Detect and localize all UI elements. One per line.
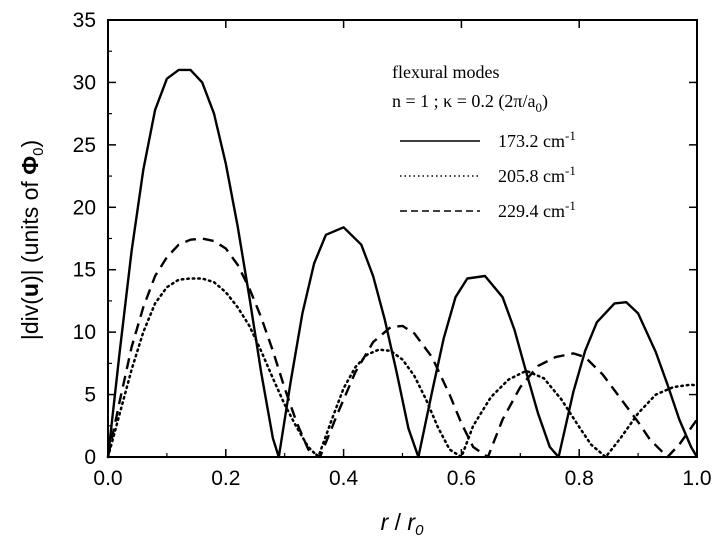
legend-label-2: 205.8 cm-1 — [498, 163, 576, 186]
y-tick-label: 20 — [73, 196, 96, 219]
legend-entry-1: 173.2 cm-1 — [400, 128, 576, 151]
y-tick-label: 30 — [73, 71, 96, 94]
y-axis-title: |div(u)| (units of Φ0) — [17, 140, 47, 340]
x-tick-label: 0.8 — [565, 467, 594, 490]
x-ticks: 0.0 0.2 0.4 0.6 0.8 1.0 — [93, 20, 712, 490]
x-tick-label: 0.4 — [329, 467, 359, 490]
plot-area: 0.0 0.2 0.4 0.6 0.8 1.0 0 5 10 15 20 25 30 35 — [73, 9, 712, 490]
y-tick-label: 35 — [73, 9, 96, 32]
legend-label-1: 173.2 cm-1 — [498, 128, 576, 151]
legend-label-3: 229.4 cm-1 — [498, 198, 576, 221]
y-tick-label: 5 — [84, 384, 96, 407]
legend-entry-3: 229.4 cm-1 — [400, 198, 576, 221]
series-line-dotted — [106, 277, 699, 459]
y-tick-label: 0 — [84, 446, 96, 469]
series-lines — [106, 68, 699, 459]
x-tick-label: 0.6 — [447, 467, 476, 490]
y-ticks: 0 5 10 15 20 25 30 35 — [73, 9, 697, 469]
x-tick-label: 0.0 — [93, 467, 122, 490]
legend-title-line1: flexural modes — [392, 62, 499, 82]
y-tick-label: 10 — [73, 321, 96, 344]
series-line-dashed — [106, 237, 698, 459]
y-tick-label: 25 — [73, 134, 96, 157]
y-tick-label: 15 — [73, 259, 96, 282]
x-tick-label: 1.0 — [682, 467, 711, 490]
svg-text:|div(u)| (units of Φ0): |div(u)| (units of Φ0) — [17, 140, 47, 340]
legend-title-line2: n = 1 ; κ = 0.2 (2π/a0) — [392, 91, 548, 115]
plot-frame — [107, 19, 698, 458]
legend: flexural modes n = 1 ; κ = 0.2 (2π/a0) 1… — [392, 62, 576, 221]
x-axis-title: r / r0 — [381, 509, 425, 539]
x-tick-label: 0.2 — [211, 467, 240, 490]
legend-entry-2: 205.8 cm-1 — [400, 163, 576, 186]
series-line-solid — [106, 68, 699, 459]
svg-text:r / r0: r / r0 — [381, 509, 425, 539]
